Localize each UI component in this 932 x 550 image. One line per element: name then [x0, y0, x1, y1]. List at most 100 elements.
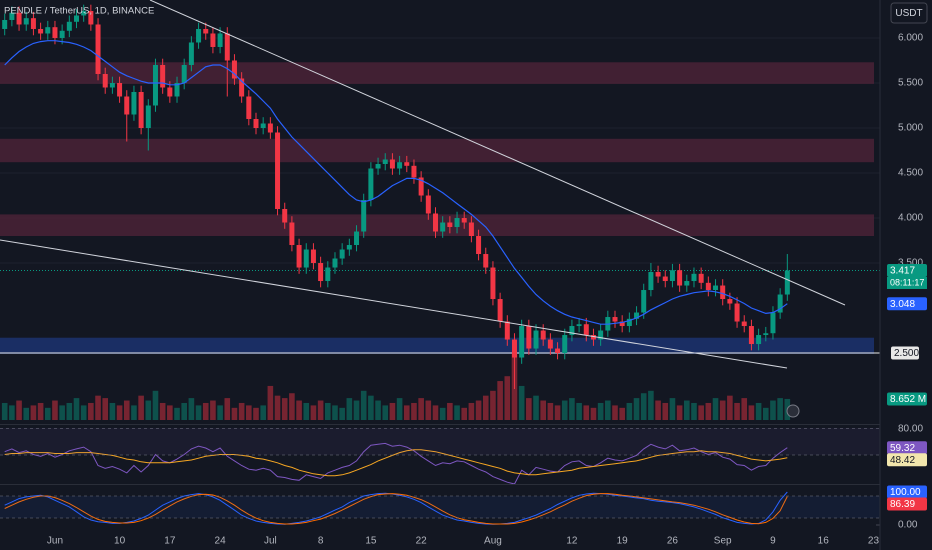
candle-body — [562, 335, 568, 354]
volume-bar — [131, 405, 137, 420]
candle-body — [770, 312, 776, 334]
stoch-line — [4, 491, 788, 525]
y-tick-label: 3.500 — [898, 258, 923, 269]
x-tick-label: 8 — [318, 536, 324, 547]
volume-bar — [224, 398, 231, 420]
x-tick-label: 16 — [818, 536, 830, 547]
volume-bar — [569, 398, 575, 420]
volume-bar — [202, 402, 209, 420]
volume-bar — [231, 407, 238, 420]
volume-bar — [605, 400, 611, 420]
candle-body — [145, 105, 151, 128]
candle-body — [598, 330, 604, 340]
volume-bar — [619, 407, 625, 420]
candle-body — [483, 254, 489, 268]
currency-box[interactable] — [890, 2, 928, 24]
zone — [0, 62, 874, 84]
chart-title: PENDLE / TetherUS, 1D, BINANCE — [4, 6, 154, 17]
candle-body — [461, 218, 467, 223]
volume-bar — [382, 405, 389, 420]
y-tick-label: 6.000 — [898, 33, 923, 44]
y-tick-label: 5.500 — [898, 78, 923, 89]
candle-body — [188, 42, 194, 65]
ma-label-box — [887, 297, 927, 311]
x-tick-label: 15 — [365, 536, 377, 547]
volume-bar — [310, 405, 317, 420]
volume-bar — [167, 405, 173, 420]
volume-bar — [712, 398, 719, 420]
candle-body — [339, 249, 345, 259]
volume-bar — [195, 405, 202, 420]
volume-bar — [210, 400, 216, 420]
candle-body — [569, 326, 575, 336]
volume-bar — [425, 400, 432, 420]
candle-body — [174, 82, 180, 97]
stoch-line — [4, 493, 788, 525]
volume-bar — [332, 405, 338, 420]
candle-body — [576, 324, 582, 327]
volume-bar — [296, 400, 302, 420]
candle-body — [447, 222, 453, 228]
volume-bar — [439, 407, 446, 420]
candle-body — [102, 73, 108, 88]
candle-body — [533, 330, 539, 349]
volume-bar — [303, 402, 310, 420]
y-tick-label: 5.000 — [898, 123, 923, 134]
volume-bar — [396, 398, 403, 420]
volume-bar — [583, 405, 590, 420]
candle-body — [167, 87, 173, 97]
candle-body — [253, 118, 259, 128]
x-tick-label: 9 — [770, 536, 776, 547]
candle-body — [124, 96, 130, 115]
volume-bar — [454, 405, 460, 420]
volume-bar — [526, 398, 532, 420]
volume-bar — [30, 405, 37, 420]
candle-body — [196, 28, 202, 43]
candle-body — [16, 12, 22, 25]
candle-body — [332, 258, 338, 268]
volume-bar — [475, 400, 482, 420]
candle-body — [684, 281, 690, 286]
volume-bar — [253, 407, 259, 420]
candle-body — [52, 27, 58, 38]
candle-body — [246, 96, 252, 119]
candle-body — [275, 132, 281, 210]
volume-bar — [633, 398, 640, 420]
x-tick-label: Jul — [264, 536, 277, 547]
candle-body — [612, 317, 618, 322]
rsi-line — [4, 449, 788, 477]
candle-body — [30, 18, 36, 29]
candle-body — [389, 159, 395, 169]
candle-body — [160, 64, 166, 88]
x-tick-label: 22 — [416, 536, 428, 547]
candle-body — [95, 24, 101, 74]
volume-bar — [490, 390, 496, 420]
volume-bar — [95, 395, 101, 420]
volume-bar — [403, 405, 410, 420]
candle-body — [45, 27, 51, 34]
volume-bar — [640, 393, 647, 420]
x-tick-label: 19 — [617, 536, 629, 547]
candle-body — [411, 165, 417, 178]
candle-body — [497, 299, 503, 322]
volume-bar — [289, 393, 295, 420]
volume-bar — [533, 395, 539, 420]
volume-bar — [669, 398, 676, 420]
candle-body — [210, 33, 216, 47]
candle-body — [763, 333, 769, 336]
last-price-label: 3.417 — [890, 266, 915, 277]
volume-bar — [727, 395, 733, 420]
alert-icon[interactable] — [786, 404, 800, 418]
rsi-band — [0, 428, 880, 455]
volume-bar — [281, 398, 288, 420]
trend-line-upper — [149, 0, 846, 306]
volume-bar — [734, 402, 740, 420]
x-tick-label: 23 — [868, 536, 880, 547]
candle-body — [691, 273, 697, 282]
candle-body — [476, 236, 482, 255]
y-tick-label: 4.500 — [898, 168, 923, 179]
volume-bar — [238, 402, 245, 420]
volume-bar — [590, 407, 597, 420]
candle-body — [81, 10, 87, 16]
candle-body — [504, 321, 510, 340]
